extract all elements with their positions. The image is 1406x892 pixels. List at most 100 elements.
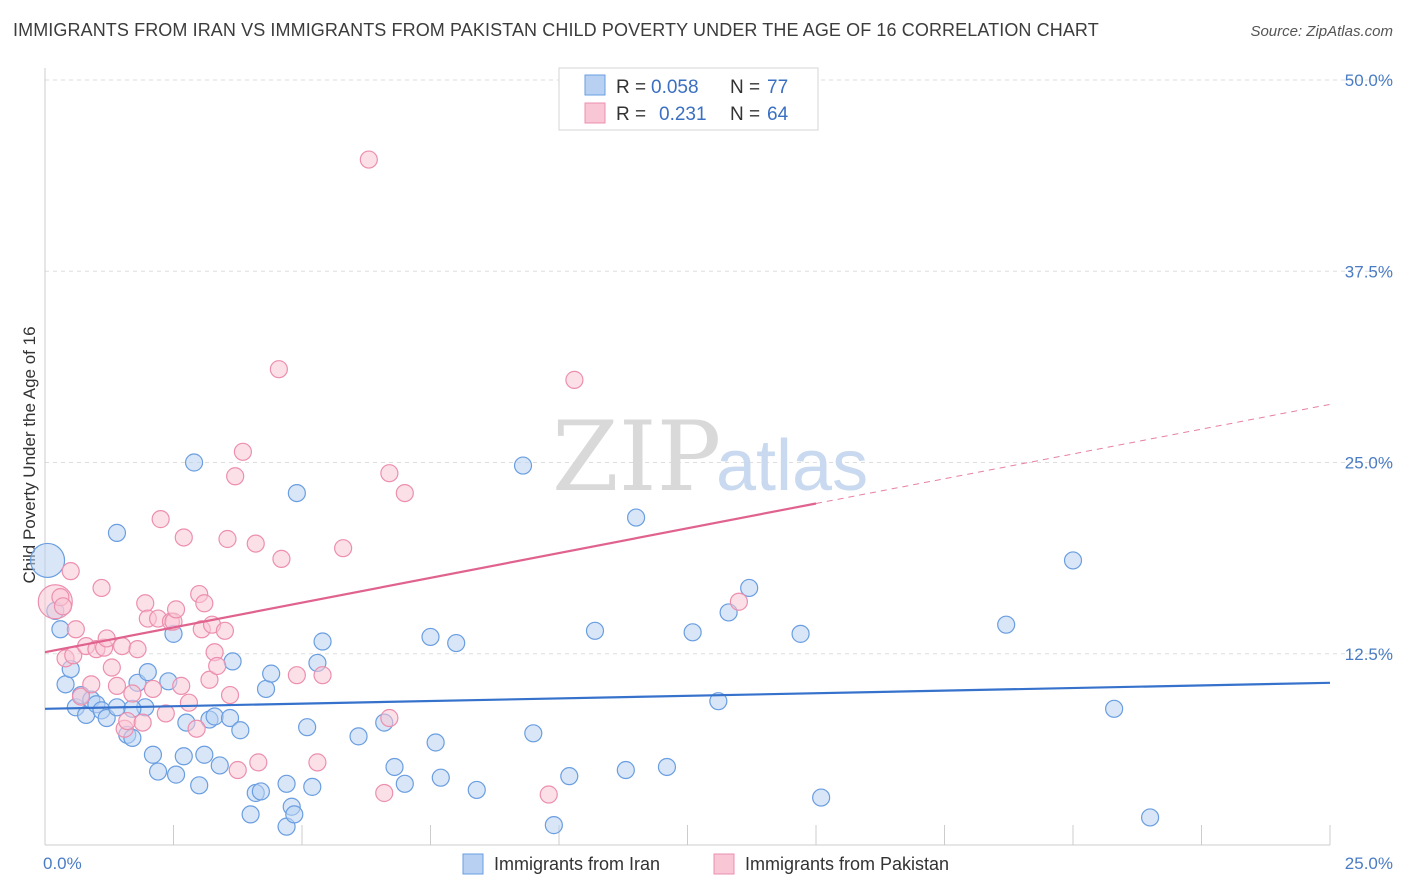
legend-iran-r-value: 0.058 — [651, 77, 699, 98]
iran-point-66 — [683, 623, 702, 642]
pakistan-point-33 — [179, 693, 199, 712]
iran-point-45 — [303, 777, 322, 796]
bottom-legend: Immigrants from Iran Immigrants from Pak… — [462, 853, 949, 875]
iran-point-75 — [1140, 808, 1160, 827]
pakistan-point-19 — [123, 684, 142, 703]
pakistan-point-37 — [195, 594, 214, 613]
iran-point-40 — [277, 774, 296, 793]
iran-point-60 — [544, 816, 563, 835]
pakistan-point-42 — [215, 621, 234, 640]
iran-point-18 — [138, 663, 157, 682]
iran-point-73 — [1063, 551, 1083, 570]
iran-point-36 — [251, 782, 270, 801]
bottom-legend-swatch-pakistan — [713, 853, 735, 875]
iran-point-3 — [56, 675, 75, 694]
pakistan-point-53 — [308, 753, 327, 772]
iran-point-19 — [143, 745, 163, 764]
iran-point-70 — [791, 624, 810, 643]
pakistan-point-60 — [395, 484, 414, 503]
pakistan-point-62 — [565, 370, 584, 389]
pakistan-point-52 — [287, 666, 306, 685]
legend: R = 0.058 N = 77 R = 0.231 N = 64 — [558, 67, 819, 131]
iran-point-57 — [184, 453, 204, 472]
iran-point-50 — [385, 757, 404, 777]
y-axis-label: Child Poverty Under the Age of 16 — [20, 326, 39, 583]
iran-point-52 — [421, 627, 440, 647]
iran-point-2 — [51, 620, 70, 639]
iran-point-69 — [740, 578, 759, 598]
pakistan-point-54 — [313, 666, 332, 685]
pakistan-point-44 — [220, 685, 240, 705]
pakistan-point-47 — [233, 442, 252, 461]
pakistan-point-20 — [128, 640, 147, 659]
pakistan-point-2 — [53, 597, 73, 616]
iran-point-55 — [447, 633, 466, 653]
iran-point-64 — [626, 508, 646, 527]
iran-point-15 — [107, 523, 127, 542]
iran-point-67 — [709, 692, 728, 711]
iran-point-47 — [313, 632, 332, 651]
iran-point-65 — [657, 757, 677, 777]
pakistan-point-26 — [151, 510, 170, 529]
y-tick-label-2: 37.5% — [1345, 262, 1393, 281]
pakistan-trend-extension — [815, 403, 1331, 504]
iran-point-37 — [256, 679, 276, 699]
pakistan-point-38 — [200, 670, 219, 689]
iran-point-33 — [231, 721, 250, 740]
pakistan-point-27 — [156, 704, 175, 723]
chart-title: IMMIGRANTS FROM IRAN VS IMMIGRANTS FROM … — [13, 20, 1099, 40]
pakistan-point-32 — [174, 528, 193, 547]
pakistan-point-63 — [729, 592, 749, 611]
iran-point-53 — [426, 733, 445, 752]
pakistan-point-22 — [136, 594, 155, 613]
trend-lines — [44, 403, 1331, 710]
iran-point-30 — [210, 756, 229, 775]
iran-point-0 — [29, 542, 66, 579]
pakistan-point-61 — [539, 785, 558, 804]
iran-point-20 — [148, 762, 168, 781]
bottom-legend-swatch-iran — [462, 853, 484, 875]
pakistan-point-14 — [102, 658, 121, 677]
iran-point-23 — [166, 765, 186, 784]
iran-point-71 — [812, 788, 831, 807]
iran-point-27 — [195, 745, 214, 764]
pakistan-point-11 — [92, 578, 111, 598]
iran-point-44 — [298, 718, 317, 737]
y-tick-label-1: 25.0% — [1345, 454, 1393, 473]
legend-swatch-iran — [584, 74, 606, 96]
iran-point-24 — [174, 747, 193, 766]
pakistan-point-9 — [82, 675, 101, 694]
pakistan-point-7 — [71, 687, 91, 706]
grid-lines — [45, 79, 1392, 655]
pakistan-point-16 — [112, 636, 132, 656]
legend-iran-r-label: R = — [616, 77, 646, 98]
pakistan-point-6 — [66, 620, 85, 639]
iran-point-42 — [285, 805, 304, 824]
legend-pakistan-n-label: N = — [730, 104, 760, 125]
legend-iran-n-label: N = — [730, 77, 760, 98]
pakistan-point-41 — [208, 656, 227, 676]
iran-point-74 — [1105, 699, 1124, 718]
x-tick-labels: 0.0% 25.0% — [43, 854, 1393, 873]
pakistan-point-45 — [226, 467, 245, 486]
pakistan-point-24 — [143, 679, 163, 699]
iran-point-72 — [997, 615, 1016, 634]
legend-iran-n-value: 77 — [767, 77, 788, 98]
iran-point-48 — [349, 727, 368, 746]
iran-point-32 — [223, 652, 242, 671]
iran-point-58 — [513, 456, 533, 475]
iran-point-51 — [395, 774, 414, 793]
y-tick-labels: 12.5% 25.0% 37.5% 50.0% — [1345, 71, 1393, 664]
pakistan-point-4 — [61, 562, 80, 581]
pakistan-point-30 — [166, 600, 186, 619]
pakistan-point-58 — [380, 708, 399, 728]
watermark-zip: ZIP — [552, 401, 721, 513]
pakistan-point-18 — [118, 711, 137, 731]
iran-point-63 — [616, 760, 635, 780]
pakistan-points — [37, 150, 749, 804]
pakistan-trend-line — [44, 502, 817, 654]
legend-swatch-pakistan — [584, 102, 606, 124]
bottom-legend-pakistan: Immigrants from Pakistan — [745, 854, 949, 874]
pakistan-point-56 — [359, 150, 378, 169]
